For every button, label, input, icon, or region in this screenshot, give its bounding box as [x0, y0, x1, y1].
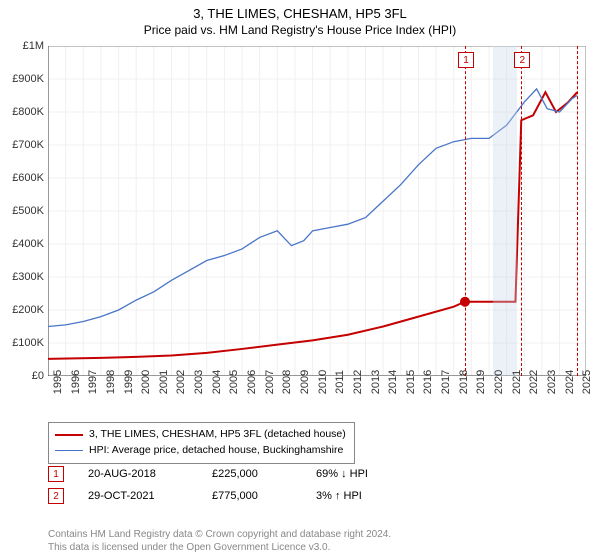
chart-title: 3, THE LIMES, CHESHAM, HP5 3FL — [0, 0, 600, 21]
event-date: 20-AUG-2018 — [88, 468, 188, 480]
event-marker-id: 2 — [53, 491, 59, 502]
chart-svg — [48, 46, 586, 376]
event-diff: 3% ↑ HPI — [316, 490, 406, 502]
footer: Contains HM Land Registry data © Crown c… — [48, 528, 391, 554]
legend-item: 3, THE LIMES, CHESHAM, HP5 3FL (detached… — [55, 427, 346, 443]
chart-container: 3, THE LIMES, CHESHAM, HP5 3FL Price pai… — [0, 0, 600, 560]
footer-line: This data is licensed under the Open Gov… — [48, 541, 391, 554]
event-marker-icon: 2 — [48, 488, 64, 504]
event-price: £225,000 — [212, 468, 292, 480]
event-table: 1 20-AUG-2018 £225,000 69% ↓ HPI 2 29-OC… — [48, 466, 406, 510]
event-marker-icon: 1 — [48, 466, 64, 482]
legend-line-icon — [55, 450, 83, 451]
legend-label: HPI: Average price, detached house, Buck… — [89, 443, 343, 459]
chart-area: 12 £0£100K£200K£300K£400K£500K£600K£700K… — [48, 46, 586, 376]
legend-line-icon — [55, 434, 83, 436]
event-date: 29-OCT-2021 — [88, 490, 188, 502]
legend: 3, THE LIMES, CHESHAM, HP5 3FL (detached… — [48, 422, 355, 464]
chart-subtitle: Price paid vs. HM Land Registry's House … — [0, 21, 600, 41]
event-row: 1 20-AUG-2018 £225,000 69% ↓ HPI — [48, 466, 406, 482]
event-marker-id: 1 — [53, 469, 59, 480]
event-diff: 69% ↓ HPI — [316, 468, 406, 480]
event-price: £775,000 — [212, 490, 292, 502]
legend-item: HPI: Average price, detached house, Buck… — [55, 443, 346, 459]
event-row: 2 29-OCT-2021 £775,000 3% ↑ HPI — [48, 488, 406, 504]
footer-line: Contains HM Land Registry data © Crown c… — [48, 528, 391, 541]
legend-label: 3, THE LIMES, CHESHAM, HP5 3FL (detached… — [89, 427, 346, 443]
